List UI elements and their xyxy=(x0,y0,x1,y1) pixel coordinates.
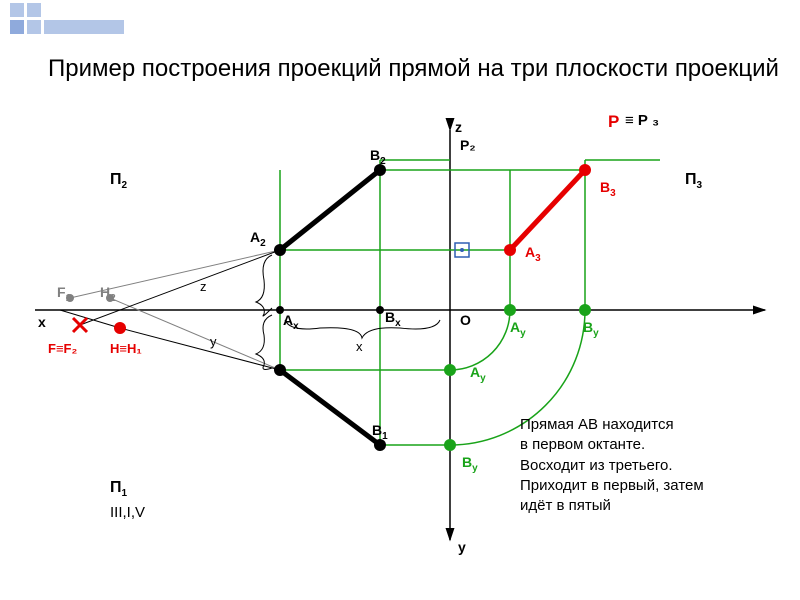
FF2-label: F≡F₂ xyxy=(48,342,77,355)
Ay-h-label: Ay xyxy=(510,320,526,339)
origin-label: O xyxy=(460,313,471,327)
HH1-label: H≡H₁ xyxy=(110,342,142,355)
H2-label: H2 xyxy=(100,285,116,304)
x-brace-label: x xyxy=(356,340,363,353)
projection-A1B1 xyxy=(280,370,380,445)
B3-label: B3 xyxy=(600,180,616,199)
z-brace-label: z xyxy=(200,280,207,293)
y-axis-label: y xyxy=(458,540,466,554)
By-v-label: By xyxy=(462,455,478,474)
A3-label: A3 xyxy=(525,245,541,264)
P2-axis-label: P₂ xyxy=(460,138,476,152)
B2-label: B2 xyxy=(370,148,386,167)
plane-P1-label: П1 xyxy=(110,480,127,499)
plane-P2-label: П2 xyxy=(110,172,127,191)
octants-label: III,I,V xyxy=(110,505,145,520)
projection-A2B2 xyxy=(280,170,380,250)
z-axis-label: z xyxy=(455,120,462,134)
plane-P3-label: П3 xyxy=(685,172,702,191)
x-axis-label: x xyxy=(38,315,46,329)
B1-label: B1 xyxy=(372,423,388,442)
corner-decoration xyxy=(0,0,140,35)
P3-eq-label: ≡ Р ₃ xyxy=(625,113,659,128)
Ay-v-label: Ay xyxy=(470,365,486,384)
By-h-label: By xyxy=(583,320,599,339)
projection-diagram: z P₂ x y O П2 П3 П1 P ≡ Р ₃ A2 B2 Ax Bx … xyxy=(0,110,800,600)
page-title: Пример построения проекций прямой на три… xyxy=(48,55,779,84)
F1-label: F1 xyxy=(57,285,71,304)
y-brace-label: y xyxy=(210,335,217,348)
projection-A3B3 xyxy=(510,170,585,250)
Ax-label: Ax xyxy=(283,313,299,332)
Bx-label: Bx xyxy=(385,310,401,329)
A2-label: A2 xyxy=(250,230,266,249)
P-label: P xyxy=(608,113,619,130)
description-note: Прямая АВ находится в первом октанте. Во… xyxy=(520,415,704,516)
